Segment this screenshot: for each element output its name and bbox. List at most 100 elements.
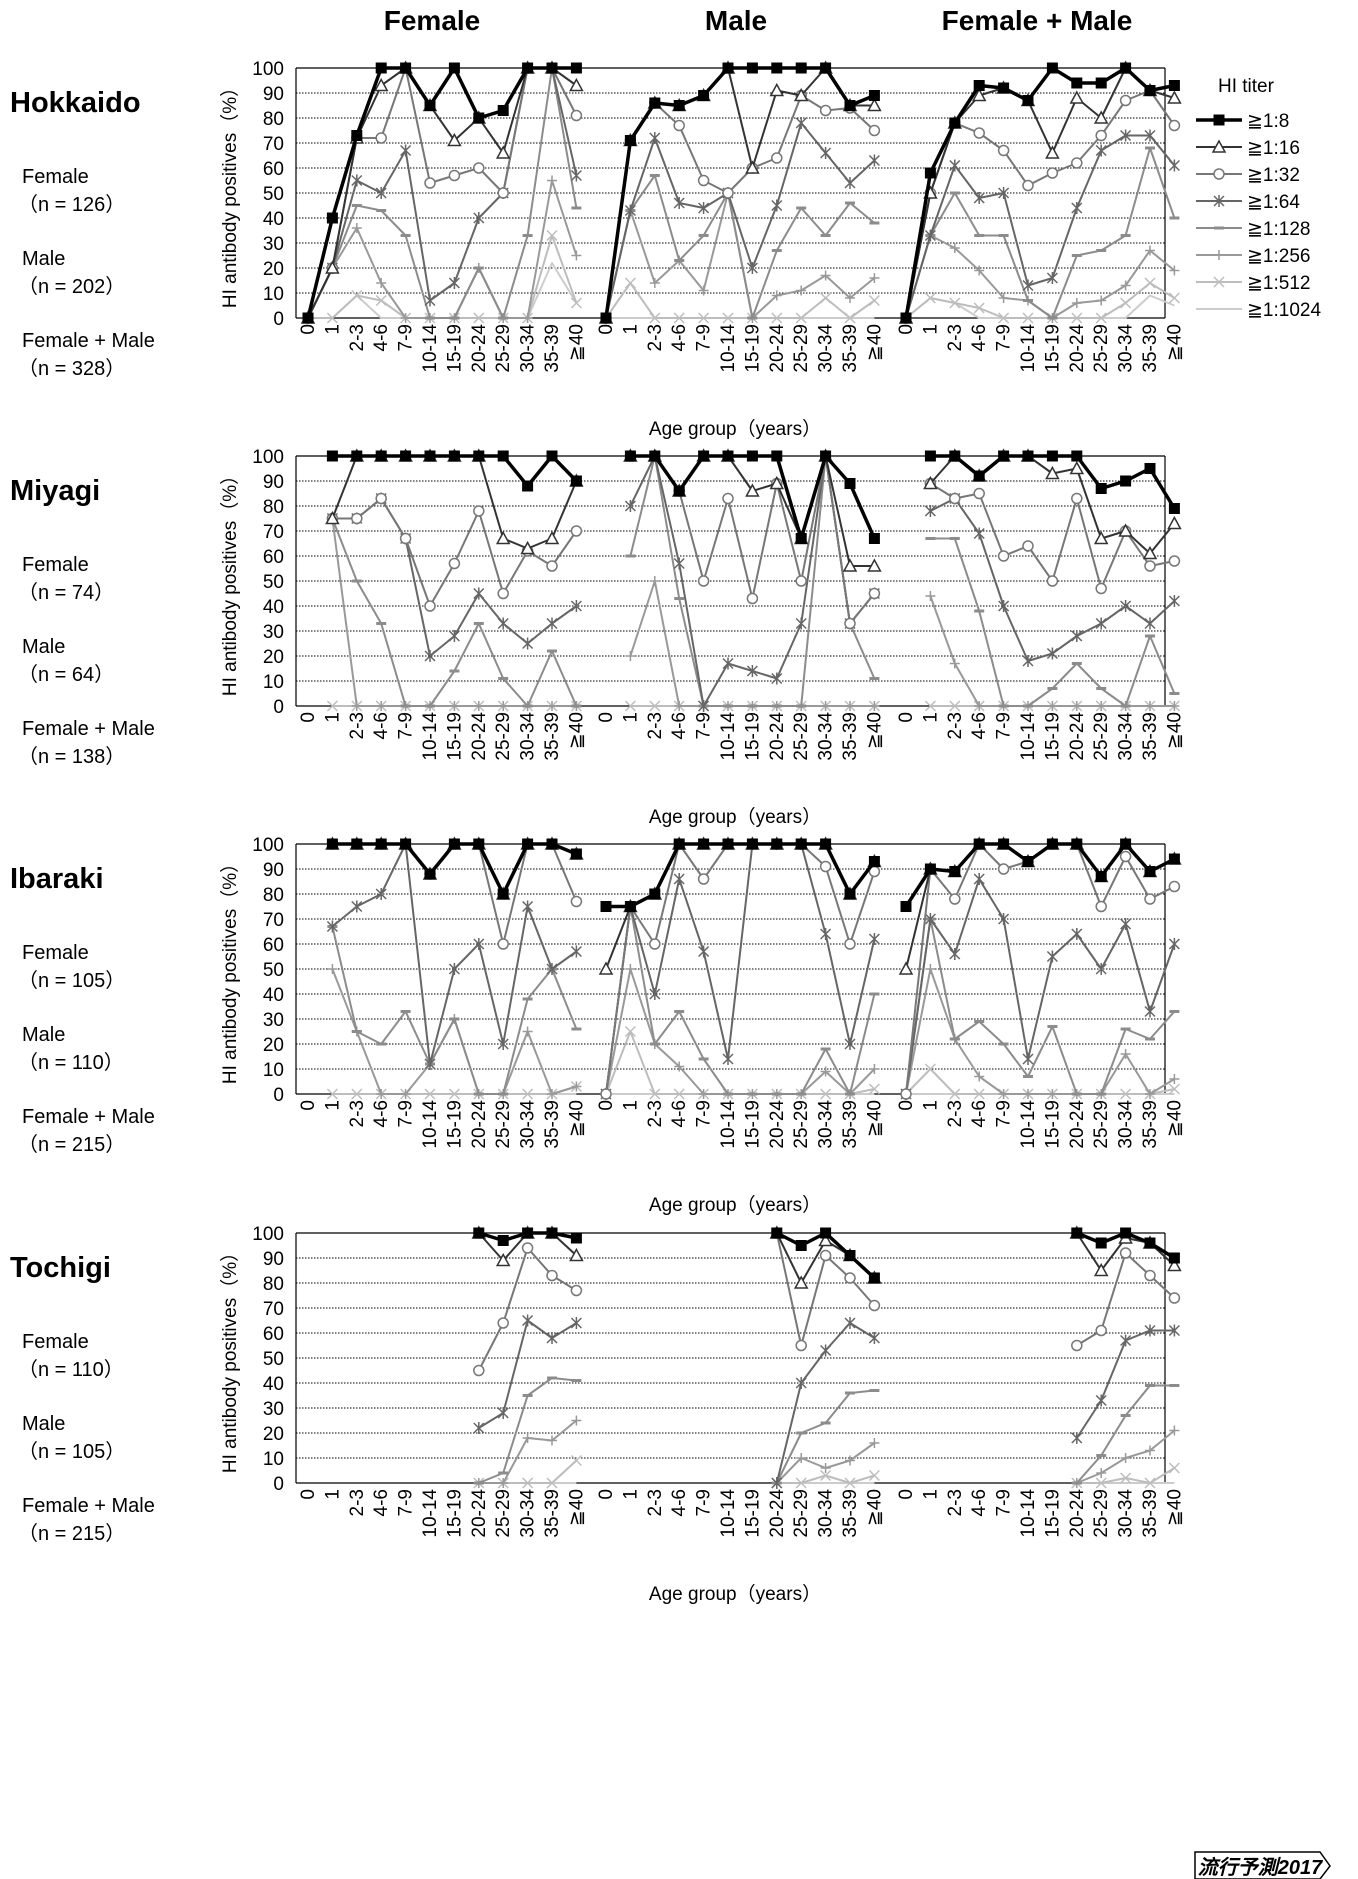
data-point <box>1168 159 1180 172</box>
x-tick-label: 15-19 <box>742 1489 763 1538</box>
x-tick-label: 4-6 <box>371 324 392 351</box>
data-point <box>1071 838 1083 850</box>
data-point <box>649 700 661 712</box>
y-tick-label: 100 <box>252 1224 284 1245</box>
x-tick-label: 0 <box>298 1100 319 1111</box>
series-7 <box>900 277 1180 324</box>
data-point <box>998 82 1010 94</box>
data-point <box>1168 503 1180 514</box>
region-row: Ibaraki Female （n = 105） Male （n = 110） Femal… <box>10 835 1185 1216</box>
y-tick-label: 40 <box>263 1374 284 1395</box>
data-point <box>1071 202 1083 214</box>
data-point <box>973 1088 985 1100</box>
data-point <box>869 1438 880 1448</box>
data-point <box>868 124 881 137</box>
x-tick-label: 10-14 <box>718 324 739 373</box>
x-tick-label: 15-19 <box>1042 712 1063 761</box>
data-point <box>974 701 985 711</box>
series-7 <box>600 1025 880 1100</box>
data-point <box>571 1415 582 1426</box>
x-tick-label: 7-9 <box>396 1100 417 1127</box>
count-group-label: Male <box>22 636 65 658</box>
data-point <box>351 174 363 187</box>
data-point <box>673 838 685 850</box>
x-axis-label: Age group（years） <box>649 806 821 828</box>
data-point <box>795 117 807 129</box>
data-point <box>844 617 856 630</box>
x-tick-label: ≧40 <box>1164 712 1185 749</box>
data-point <box>973 192 985 204</box>
data-point <box>722 450 734 462</box>
x-tick-label: 2-3 <box>645 712 666 739</box>
data-point <box>448 1088 460 1100</box>
series-line <box>1076 1384 1175 1484</box>
data-point <box>949 117 961 129</box>
data-point <box>1168 880 1181 893</box>
data-point <box>400 838 412 850</box>
data-point <box>820 838 832 850</box>
data-point <box>1022 179 1034 192</box>
data-point <box>547 1435 557 1446</box>
data-point <box>522 1026 533 1037</box>
legend-label: ≧1:256 <box>1247 246 1310 267</box>
x-tick-label: ≧40 <box>566 1100 587 1137</box>
x-tick-label: 20-24 <box>1067 324 1088 373</box>
data-point <box>844 938 856 950</box>
series-7 <box>302 229 582 324</box>
data-point <box>673 312 685 324</box>
data-point <box>842 558 858 572</box>
data-point <box>673 1088 685 1100</box>
data-point <box>473 1364 485 1377</box>
data-point <box>570 945 582 958</box>
x-tick-label: 1 <box>620 712 641 723</box>
count-group-label: Female <box>22 942 89 964</box>
data-point <box>998 450 1010 462</box>
x-tick-label: 0 <box>896 324 917 335</box>
y-tick-label: 20 <box>263 259 284 280</box>
data-point <box>302 312 314 324</box>
x-tick-label: 20-24 <box>1067 1489 1088 1538</box>
data-point <box>624 277 636 289</box>
x-tick-label: 30-34 <box>1116 324 1137 373</box>
x-tick-label: 2-3 <box>347 712 368 739</box>
data-point <box>795 312 807 324</box>
data-point <box>924 292 936 304</box>
data-point <box>570 600 582 612</box>
data-point <box>424 294 436 307</box>
data-point <box>351 701 362 711</box>
data-point <box>624 450 636 462</box>
x-tick-label: 7-9 <box>396 1489 417 1516</box>
data-point <box>351 450 363 462</box>
x-tick-label: 4-6 <box>371 1489 392 1516</box>
data-point <box>698 90 710 101</box>
count-n-value: （n = 74） <box>18 581 114 604</box>
x-tick-label: 10-14 <box>1018 324 1039 373</box>
data-point <box>1120 918 1132 930</box>
data-point <box>624 700 636 712</box>
data-point <box>570 1284 583 1297</box>
data-point <box>399 532 412 545</box>
data-point <box>900 312 912 324</box>
data-point <box>795 1339 807 1352</box>
data-point <box>570 109 583 122</box>
data-point <box>1145 701 1155 711</box>
data-point <box>722 838 734 850</box>
data-point <box>546 1477 558 1489</box>
data-point <box>448 557 461 570</box>
data-point <box>351 130 363 141</box>
series-4 <box>900 129 1180 324</box>
x-tick-label: 20-24 <box>469 712 490 761</box>
data-point <box>795 575 807 587</box>
data-point <box>326 312 338 324</box>
data-point <box>522 1477 534 1489</box>
x-tick-label: 15-19 <box>1042 324 1063 373</box>
region-name: Tochigi <box>10 1252 111 1284</box>
series-1 <box>326 838 582 900</box>
data-point <box>1120 600 1132 612</box>
data-point <box>869 273 880 283</box>
data-point <box>746 62 758 74</box>
x-tick-label: 20-24 <box>767 712 788 761</box>
data-point <box>674 701 685 711</box>
series-5 <box>901 146 1180 320</box>
data-point <box>424 1058 436 1070</box>
